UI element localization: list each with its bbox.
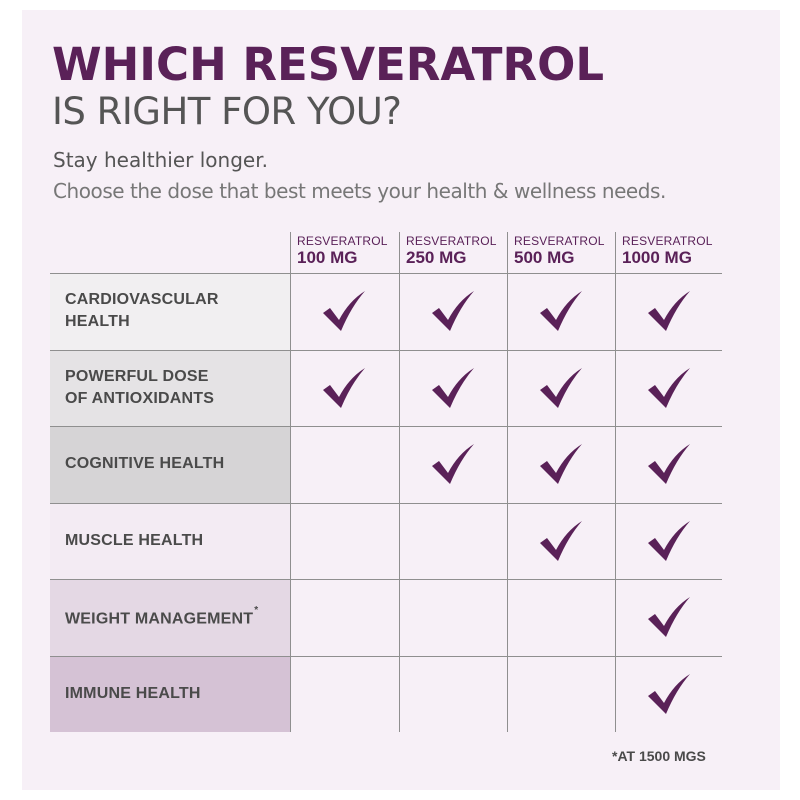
checkmark-icon: [646, 442, 692, 486]
column-header-dose: 500 MG: [514, 248, 575, 267]
checkmark-icon: [430, 289, 476, 333]
title-line-1: WHICH RESVERATROL: [52, 38, 605, 91]
row-label-text: CARDIOVASCULAR HEALTH: [65, 289, 219, 333]
subtitle-line-2: Choose the dose that best meets your hea…: [53, 179, 666, 203]
column-header-name: RESVERATROL: [297, 234, 388, 248]
footnote-marker: *: [254, 605, 259, 617]
checkmark-icon: [321, 366, 367, 410]
table-cell: [399, 579, 507, 656]
row-label-line-1: POWERFUL DOSE: [65, 367, 209, 385]
checkmark-icon: [430, 366, 476, 410]
checkmark-icon: [646, 595, 692, 639]
checkmark-icon: [321, 289, 367, 333]
row-label-line-2: HEALTH: [65, 313, 130, 331]
table-cell: [615, 579, 723, 656]
table-cell: [290, 426, 398, 503]
checkmark-icon: [538, 442, 584, 486]
checkmark-icon: [538, 519, 584, 563]
grid-line-horizontal: [50, 426, 722, 427]
column-header-1: RESVERATROL 100 MG: [290, 234, 398, 268]
checkmark-icon: [646, 672, 692, 716]
column-header-name: RESVERATROL: [406, 234, 497, 248]
table-cell: [507, 503, 615, 580]
table-cell: [615, 656, 723, 733]
subtitle-line-1: Stay healthier longer.: [53, 148, 268, 172]
grid-line-horizontal: [50, 349, 722, 351]
column-header-dose: 250 MG: [406, 248, 467, 267]
table-cell: [399, 656, 507, 733]
table-cell: [290, 273, 398, 350]
table-cell: [399, 350, 507, 427]
row-label: MUSCLE HEALTH: [50, 502, 290, 579]
row-label-text: WEIGHT MANAGEMENT*: [65, 604, 258, 630]
column-header-name: RESVERATROL: [514, 234, 605, 248]
column-header-name: RESVERATROL: [622, 234, 713, 248]
table-cell: [615, 273, 723, 350]
grid-line-horizontal: [50, 273, 722, 274]
table-cell: [290, 579, 398, 656]
column-header-dose: 1000 MG: [622, 248, 692, 267]
table-cell: [507, 579, 615, 656]
grid-line-horizontal: [50, 579, 722, 580]
table-cell: [290, 503, 398, 580]
grid-line-vertical: [290, 232, 291, 273]
table-cell: [507, 273, 615, 350]
column-header-4: RESVERATROL 1000 MG: [615, 234, 723, 268]
row-label: CARDIOVASCULAR HEALTH: [50, 273, 290, 350]
table-cell: [507, 656, 615, 733]
table-cell: [507, 426, 615, 503]
table-cell: [290, 350, 398, 427]
grid-line-vertical: [615, 232, 616, 732]
row-label-line-1: WEIGHT MANAGEMENT: [65, 610, 254, 628]
row-label: POWERFUL DOSE OF ANTIOXIDANTS: [50, 349, 290, 426]
row-label: WEIGHT MANAGEMENT*: [50, 579, 290, 656]
table-cell: [615, 426, 723, 503]
row-label-line-1: COGNITIVE HEALTH: [65, 455, 225, 473]
table-cell: [507, 350, 615, 427]
table-cell: [399, 426, 507, 503]
column-header-3: RESVERATROL 500 MG: [507, 234, 615, 268]
table-cell: [290, 656, 398, 733]
row-label-text: POWERFUL DOSE OF ANTIOXIDANTS: [65, 366, 214, 410]
checkmark-icon: [538, 366, 584, 410]
row-label-text: MUSCLE HEALTH: [65, 530, 203, 552]
row-label-line-1: IMMUNE HEALTH: [65, 684, 201, 702]
grid-line-vertical: [399, 232, 400, 732]
table-cell: [399, 273, 507, 350]
grid-line-vertical: [290, 273, 291, 732]
column-header-dose: 100 MG: [297, 248, 358, 267]
table-cell: [615, 503, 723, 580]
footnote: *AT 1500 MGS: [612, 748, 706, 764]
checkmark-icon: [646, 519, 692, 563]
checkmark-icon: [646, 289, 692, 333]
checkmark-icon: [430, 442, 476, 486]
title-line-2: IS RIGHT FOR YOU?: [52, 90, 402, 133]
row-label: IMMUNE HEALTH: [50, 655, 290, 732]
row-label-text: IMMUNE HEALTH: [65, 683, 201, 705]
table-cell: [399, 503, 507, 580]
row-label-line-2: OF ANTIOXIDANTS: [65, 389, 215, 407]
row-label-text: COGNITIVE HEALTH: [65, 453, 224, 475]
grid-line-vertical: [507, 232, 508, 732]
grid-line-horizontal: [50, 655, 722, 657]
column-header-2: RESVERATROL 250 MG: [399, 234, 507, 268]
grid-line-horizontal: [50, 502, 722, 504]
row-label: COGNITIVE HEALTH: [50, 426, 290, 503]
row-label-line-1: MUSCLE HEALTH: [65, 531, 204, 549]
checkmark-icon: [646, 366, 692, 410]
row-label-line-1: CARDIOVASCULAR: [65, 291, 219, 309]
checkmark-icon: [538, 289, 584, 333]
table-cell: [615, 350, 723, 427]
